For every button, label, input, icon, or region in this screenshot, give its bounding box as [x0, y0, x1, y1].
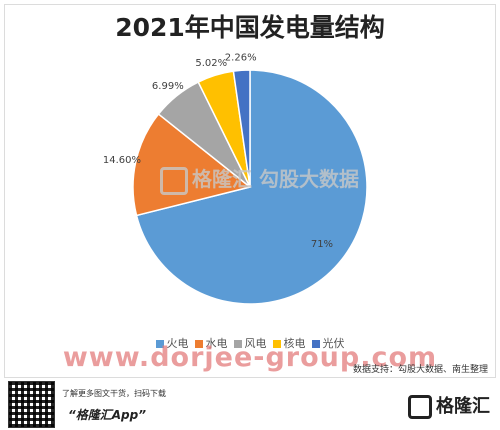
legend-swatch-0 [155, 340, 164, 348]
legend-swatch-3 [272, 340, 281, 348]
watermark-banner: www.dorjee-group.com [62, 342, 438, 373]
legend-item-2: 风电 [233, 335, 267, 351]
legend-item-1: 水电 [194, 335, 228, 351]
legend-swatch-1 [194, 340, 203, 348]
footer: 了解更多图文干货，扫码下载 “格隆汇App” 格隆汇 [0, 380, 500, 430]
pie-slice-0 [135, 69, 368, 305]
chart-title: 2021年中国发电量结构 [115, 13, 385, 42]
logo-icon [408, 395, 432, 419]
brand-logo: 格隆汇 [408, 392, 490, 419]
center-watermark: 格隆汇 勾股大数据 [160, 163, 359, 195]
data-label-1: 14.60% [103, 155, 141, 166]
data-label-2: 6.99% [152, 81, 184, 92]
legend-label-3: 核电 [283, 337, 306, 350]
data-label-0: 71% [311, 239, 333, 250]
legend-swatch-2 [233, 340, 242, 348]
legend-label-0: 火电 [166, 337, 189, 350]
legend-label-1: 水电 [205, 337, 228, 350]
legend-label-2: 风电 [244, 337, 267, 350]
legend-item-0: 火电 [155, 335, 189, 351]
footer-note: 了解更多图文干货，扫码下载 [62, 389, 166, 398]
legend-item-3: 核电 [272, 335, 306, 351]
pie-slice-4 [232, 69, 251, 188]
qr-code-icon[interactable] [8, 381, 55, 428]
legend-swatch-4 [311, 340, 320, 348]
legend-item-4: 光伏 [311, 335, 345, 351]
chart-legend: 火电 水电 风电 核电 光伏 [0, 335, 500, 351]
legend-label-4: 光伏 [322, 337, 345, 350]
footer-app-name: “格隆汇App” [68, 408, 146, 422]
data-label-4: 2.26% [225, 52, 257, 63]
source-note: 数据支持：勾股大数据、南生整理 [352, 365, 488, 375]
data-label-3: 5.02% [195, 58, 227, 69]
